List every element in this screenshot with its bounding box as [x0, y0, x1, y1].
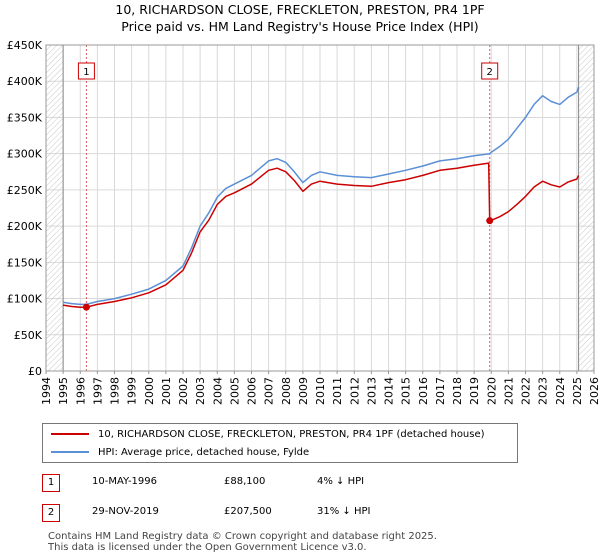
x-tick-label: 2018 [451, 377, 464, 405]
x-tick-label: 2014 [383, 377, 396, 405]
x-tick-label: 2006 [246, 377, 259, 405]
x-tick-label: 2010 [314, 377, 327, 405]
x-tick-label: 2024 [554, 377, 567, 405]
sale-point [486, 217, 494, 225]
y-tick-label: £250K [7, 184, 43, 197]
x-tick-label: 2000 [143, 377, 156, 405]
footer-copyright: Contains HM Land Registry data © Crown c… [48, 531, 437, 542]
x-tick-label: 2019 [468, 377, 481, 405]
x-tick-label: 2011 [331, 377, 344, 405]
y-tick-label: £350K [7, 111, 43, 124]
y-tick-label: £50K [14, 329, 43, 342]
x-tick-label: 2002 [177, 377, 190, 405]
legend-label-property: 10, RICHARDSON CLOSE, FRECKLETON, PRESTO… [98, 428, 485, 440]
x-tick-label: 2009 [297, 377, 310, 405]
x-tick-label: 2001 [160, 377, 173, 405]
sale-label-box [77, 62, 95, 80]
annotation-row: 2 29-NOV-2019 £207,500 31% ↓ HPI [42, 504, 562, 522]
x-tick-label: 1995 [57, 377, 70, 405]
x-tick-label: 1994 [40, 377, 53, 405]
footer-licence: This data is licensed under the Open Gov… [48, 542, 367, 553]
y-tick-label: £100K [7, 293, 43, 306]
annotation-hpi-diff: 4% ↓ HPI [317, 476, 365, 487]
x-tick-label: 2015 [400, 377, 413, 405]
x-tick-label: 2025 [571, 377, 584, 405]
y-tick-label: £150K [7, 256, 43, 269]
x-tick-label: 2020 [485, 377, 498, 405]
chart-title: 10, RICHARDSON CLOSE, FRECKLETON, PRESTO… [115, 2, 485, 17]
x-tick-label: 1999 [126, 377, 139, 405]
annotation-hpi-diff: 31% ↓ HPI [317, 506, 371, 517]
legend: 10, RICHARDSON CLOSE, FRECKLETON, PRESTO… [42, 423, 518, 463]
x-tick-label: 1997 [91, 377, 104, 405]
chart-subtitle: Price paid vs. HM Land Registry's House … [121, 19, 479, 34]
sale-point [82, 303, 90, 311]
x-tick-label: 2003 [194, 377, 207, 405]
x-tick-label: 2005 [228, 377, 241, 405]
annotation-badge: 1 [42, 474, 60, 492]
x-tick-label: 2021 [502, 377, 515, 405]
property-series-line [62, 162, 580, 308]
x-tick-label: 2013 [365, 377, 378, 405]
legend-swatch-property [51, 433, 89, 435]
annotation-date: 29-NOV-2019 [92, 506, 159, 517]
hatched-region [46, 45, 64, 371]
legend-label-hpi: HPI: Average price, detached house, Fyld… [98, 446, 310, 458]
hatched-region [578, 45, 594, 371]
sale-label-text: 1 [83, 67, 89, 78]
x-tick-label: 1998 [109, 377, 122, 405]
x-tick-label: 2016 [417, 377, 430, 405]
annotation-price: £88,100 [224, 476, 266, 487]
annotation-price: £207,500 [224, 506, 272, 517]
price-chart: 1 2 £0 £50K £100K £150K £200K £250K £300K £350K £… [7, 39, 600, 405]
x-tick-label: 2022 [520, 377, 533, 405]
x-tick-label: 2017 [434, 377, 447, 405]
y-tick-label: £450K [7, 39, 43, 52]
x-tick-label: 2012 [348, 377, 361, 405]
y-tick-label: £0 [28, 365, 42, 378]
hpi-series-line [62, 86, 580, 306]
annotation-date: 10-MAY-1996 [92, 476, 158, 487]
legend-item-property: 10, RICHARDSON CLOSE, FRECKLETON, PRESTO… [51, 426, 485, 442]
x-tick-label: 2026 [588, 377, 600, 405]
x-tick-label: 2008 [280, 377, 293, 405]
annotation-badge: 2 [42, 504, 60, 522]
y-tick-label: £300K [7, 148, 43, 161]
x-tick-label: 2004 [211, 377, 224, 405]
x-tick-label: 2007 [263, 377, 276, 405]
legend-item-hpi: HPI: Average price, detached house, Fyld… [51, 444, 309, 460]
annotation-row: 1 10-MAY-1996 £88,100 4% ↓ HPI [42, 474, 562, 492]
sale-label-text: 2 [487, 67, 493, 78]
y-tick-label: £400K [7, 75, 43, 88]
y-tick-label: £200K [7, 220, 43, 233]
x-tick-label: 1996 [74, 377, 87, 405]
legend-swatch-hpi [51, 451, 89, 453]
x-tick-label: 2023 [537, 377, 550, 405]
sale-label-box [481, 62, 499, 80]
